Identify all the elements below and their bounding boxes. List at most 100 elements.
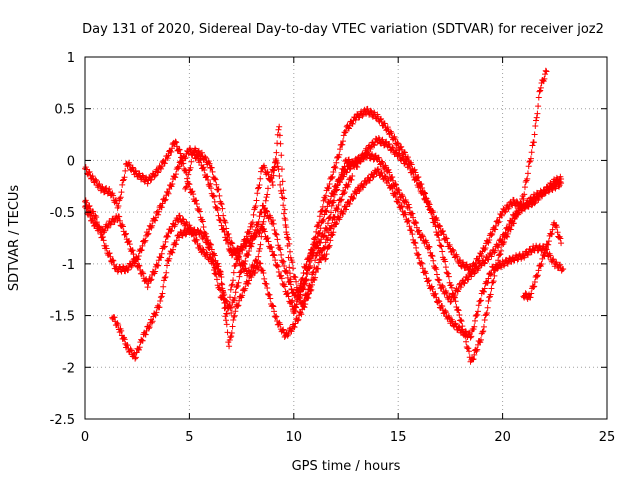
data-point [463,338,470,345]
data-point [152,312,159,319]
data-point [352,189,359,196]
data-point [406,223,413,230]
data-point [531,194,538,201]
y-tick-label: -2.5 [50,413,75,428]
data-point [404,219,411,226]
data-point [453,304,460,311]
data-point [219,288,226,295]
data-point [411,239,418,246]
data-point [457,262,464,269]
data-point [401,198,408,205]
data-point [228,252,235,259]
data-point [343,169,350,176]
data-point [233,261,240,268]
data-point [293,298,300,305]
data-point [439,303,446,310]
data-point [392,181,399,188]
data-point [103,245,110,252]
data-point [288,286,295,293]
data-point [153,261,160,268]
data-point [219,285,226,292]
data-point [312,257,319,264]
data-point [323,207,330,214]
data-point [449,246,456,253]
data-point [321,211,328,218]
x-axis: 0 5 10 15 20 25 [81,57,615,445]
data-point [278,190,285,197]
data-point [432,290,439,297]
data-point [161,197,168,204]
data-point [245,280,252,287]
data-point [524,252,531,259]
data-point [161,274,168,281]
data-point [541,75,548,82]
data-point [309,281,316,288]
data-point [239,292,246,299]
data-point [469,266,476,273]
data-point [287,270,294,277]
data-point [510,196,517,203]
data-point [271,252,278,259]
data-point [180,216,187,223]
data-point [489,279,496,286]
data-point [405,217,412,224]
data-point [557,235,564,242]
data-point [161,243,168,250]
data-point [534,110,541,117]
data-point [495,218,502,225]
data-point [270,303,277,310]
data-point [387,128,394,135]
data-point [258,233,265,240]
data-point [412,240,419,247]
data-point [505,225,512,232]
data-point [83,199,90,206]
data-point [366,177,373,184]
data-point [266,291,273,298]
data-point [439,283,446,290]
data-point [491,272,498,279]
data-point [162,273,169,280]
data-point [419,260,426,267]
data-point [275,166,282,173]
data-point [435,232,442,239]
data-point [259,267,266,274]
data-point [423,195,430,202]
data-point [498,212,505,219]
data-point [310,235,317,242]
data-point [337,214,344,221]
data-point [256,182,263,189]
data-point [416,227,423,234]
data-point [289,259,296,266]
data-point [495,219,502,226]
data-point [215,186,222,193]
data-point [325,243,332,250]
data-point [164,189,171,196]
data-point [147,223,154,230]
data-point [436,223,443,230]
data-point [204,173,211,180]
y-tick-label: 0.5 [54,103,75,118]
data-point [368,108,375,115]
data-point [158,254,165,261]
data-point [334,181,341,188]
data-point [142,277,149,284]
data-point [549,226,556,233]
data-point [205,181,212,188]
data-point [200,246,207,253]
data-point [222,219,229,226]
data-point [116,213,123,220]
data-point [285,331,292,338]
data-point [228,309,235,316]
data-point [442,264,449,271]
data-point [335,201,342,208]
data-point [433,271,440,278]
data-point [128,263,135,270]
data-point [119,223,126,230]
data-point [432,216,439,223]
data-point [454,288,461,295]
data-point [501,209,508,216]
data-point [248,274,255,281]
data-point [486,236,493,243]
data-point [429,286,436,293]
